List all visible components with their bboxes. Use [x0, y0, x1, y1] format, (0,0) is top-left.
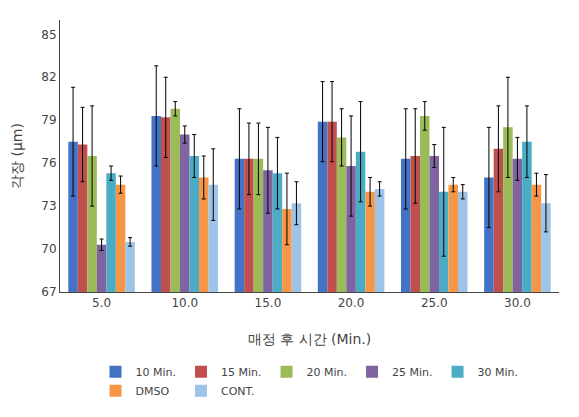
svg-text:70: 70: [41, 242, 56, 256]
svg-text:76: 76: [41, 156, 56, 170]
svg-text:67: 67: [41, 285, 56, 299]
svg-text:15 Min.: 15 Min.: [221, 366, 262, 379]
svg-text:10.0: 10.0: [171, 296, 198, 310]
svg-text:5.0: 5.0: [92, 296, 111, 310]
svg-text:DMSO: DMSO: [136, 385, 170, 398]
svg-text:30.0: 30.0: [504, 296, 531, 310]
svg-text:85: 85: [41, 28, 56, 42]
svg-text:30 Min.: 30 Min.: [478, 366, 519, 379]
svg-text:25 Min.: 25 Min.: [392, 366, 433, 379]
svg-text:73: 73: [41, 199, 56, 213]
svg-text:79: 79: [41, 113, 56, 127]
svg-text:10 Min.: 10 Min.: [136, 366, 177, 379]
svg-text:CONT.: CONT.: [221, 385, 254, 398]
svg-text:매정 후 시간 (Min.): 매정 후 시간 (Min.): [248, 331, 372, 347]
svg-text:25.0: 25.0: [421, 296, 448, 310]
svg-text:각장 (μm): 각장 (μm): [9, 123, 25, 189]
svg-text:82: 82: [41, 70, 56, 84]
svg-text:20.0: 20.0: [338, 296, 365, 310]
svg-text:15.0: 15.0: [255, 296, 282, 310]
svg-text:20 Min.: 20 Min.: [307, 366, 348, 379]
